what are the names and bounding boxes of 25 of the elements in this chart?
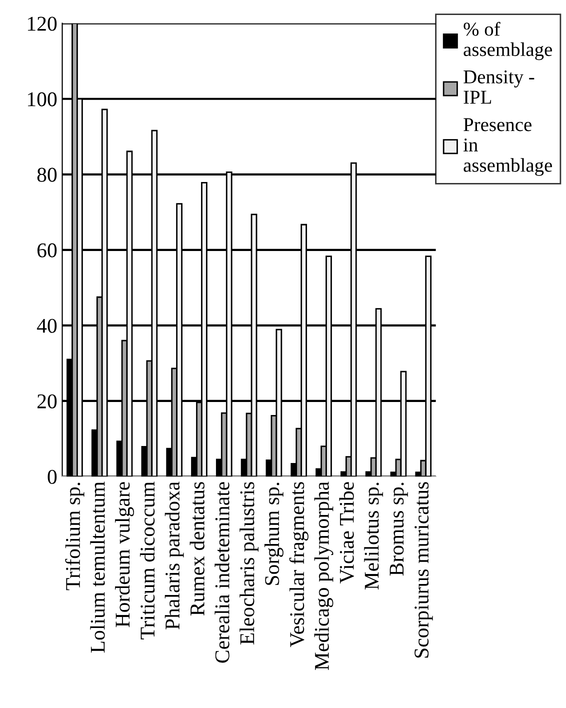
legend-label: Presence in assemblage — [463, 118, 552, 176]
x-tick-label: Bromus sp. — [390, 482, 408, 576]
x-tick-label: Hordeum vulgare — [115, 482, 134, 628]
x-tick-label: Medicago polymorpha — [314, 482, 334, 670]
x-tick-label: Cerealia indeteminate — [214, 482, 230, 663]
x-tick-label: Sorghum sp. — [264, 482, 284, 585]
x-tick-label: Rumex dentatus — [190, 482, 204, 616]
y-tick-label: 40 — [36, 318, 57, 333]
x-tick-label: Vesicular fragments — [289, 482, 308, 648]
x-tick-label: Scorpiurus muricatus — [414, 482, 433, 658]
x-tick-label: Trifolium sp. — [65, 482, 84, 590]
y-tick-label: 120 — [28, 16, 57, 31]
y-tick-label: 0 — [48, 470, 57, 484]
x-tick-label: Viciae Tribe — [339, 482, 354, 584]
x-tick-label: Triticum dicoccum — [140, 482, 155, 640]
legend-label: Density - IPL — [464, 70, 534, 104]
x-tick-label: Eleocharis palustris — [240, 482, 258, 644]
x-tick-label: Lolium temultentum — [90, 482, 105, 653]
x-tick-label: Melilotus sp. — [364, 482, 384, 590]
y-tick-label: 80 — [37, 168, 57, 182]
x-tick-label: Phalaris paradoxa — [164, 482, 184, 630]
y-tick-label: 60 — [37, 243, 57, 258]
legend-label: % of assemblage — [464, 22, 552, 60]
y-tick-label: 100 — [28, 92, 57, 106]
y-tick-label: 20 — [37, 394, 57, 408]
